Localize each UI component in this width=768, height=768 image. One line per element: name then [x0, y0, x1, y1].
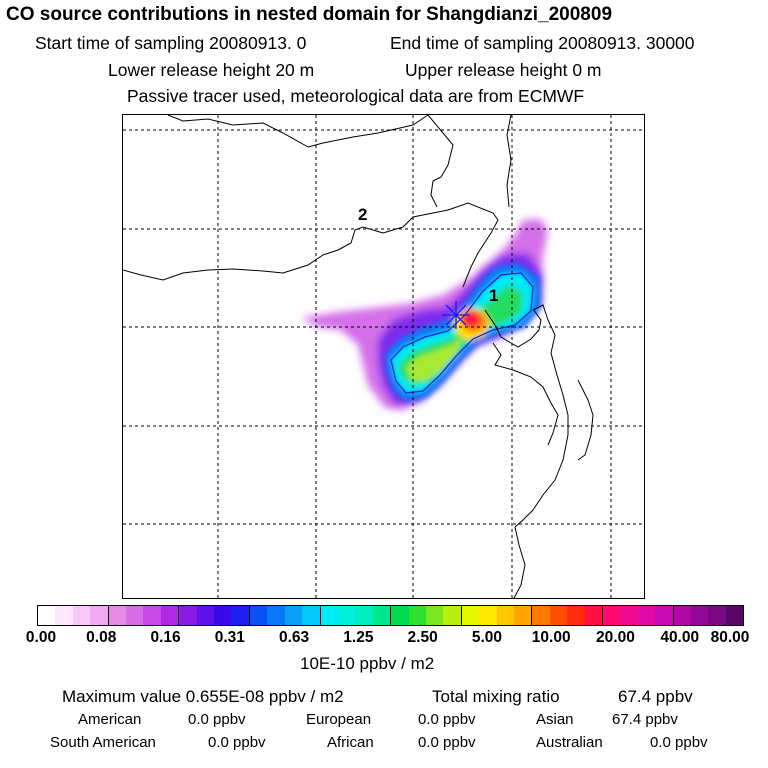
colorbar-cell: [531, 606, 550, 625]
colorbar-cell: [496, 606, 514, 625]
colorbar-cell: [691, 606, 709, 625]
region-label-1: 1: [489, 286, 498, 305]
coastlines: [123, 115, 594, 598]
colorbar-cell: [319, 606, 338, 625]
end-time-label: End time of sampling 20080913. 30000: [390, 33, 695, 53]
border-northern: [167, 115, 429, 148]
colorbar-cell: [655, 606, 673, 625]
colorbar-cell: [479, 606, 497, 625]
colorbar-tick-label: 0.08: [86, 629, 117, 646]
colorbar-tick-label: 1.25: [343, 629, 374, 646]
colorbar-cell: [337, 606, 356, 625]
colorbar-tick-label: 80.00: [710, 629, 750, 646]
region-value-south-american: 0.0 ppbv: [208, 734, 266, 751]
colorbar-cell: [302, 606, 320, 625]
colorbar-unit: 10E-10 ppbv / m2: [300, 654, 435, 673]
border-east: [427, 115, 454, 208]
region-value-australian: 0.0 ppbv: [650, 734, 708, 751]
region-name-american: American: [78, 711, 142, 728]
colorbar-tick-label: 0.00: [25, 629, 57, 646]
colorbar: [37, 605, 744, 626]
receptor-marker: [442, 301, 470, 329]
colorbar-cell: [567, 606, 585, 625]
colorbar-cell: [248, 606, 268, 625]
island-japan: [577, 379, 594, 461]
colorbar-cell: [549, 606, 568, 625]
colorbar-cell: [267, 606, 285, 625]
colorbar-tick-label: 5.00: [471, 629, 502, 646]
colorbar-cell: [90, 606, 108, 625]
map-canvas: 1 2: [123, 115, 644, 598]
colorbar-cell: [513, 606, 532, 625]
colorbar-cell: [55, 606, 73, 625]
region-name-asian: Asian: [536, 711, 574, 728]
tracer-info-label: Passive tracer used, meteorological data…: [127, 86, 585, 106]
coastline-south: [513, 526, 526, 598]
colorbar-cell: [72, 606, 91, 625]
colorbar-cell: [425, 606, 444, 625]
colorbar-tick-label: 0.63: [278, 629, 310, 646]
region-name-australian: Australian: [536, 734, 603, 751]
max-value-label: Maximum value 0.655E-08 ppbv / m2: [62, 687, 344, 706]
region-value-african: 0.0 ppbv: [418, 734, 476, 751]
region-name-south-american: South American: [50, 734, 156, 751]
colorbar-cell: [372, 606, 391, 625]
colorbar-cell: [584, 606, 602, 625]
plume-contour-line: [390, 272, 534, 394]
colorbar-cell: [725, 606, 744, 625]
colorbar-cell: [214, 606, 232, 625]
coastline-peninsula: [492, 342, 559, 446]
colorbar-tick-label: 2.50: [407, 629, 438, 646]
colorbar-cell: [390, 606, 409, 625]
colorbar-tick-label: 0.31: [214, 629, 245, 646]
concentration-plume: [301, 219, 548, 410]
region-label-2: 2: [358, 205, 367, 224]
colorbar-cell: [196, 606, 215, 625]
map-panel: 1 2: [122, 114, 645, 599]
region-value-asian: 67.4 ppbv: [612, 711, 678, 728]
region-name-african: African: [327, 734, 374, 751]
border-northeast: [506, 115, 512, 208]
border-mongolia-china: [123, 202, 499, 288]
colorbar-tick-label: 40.00: [660, 629, 700, 646]
coastline-bohai: [484, 308, 542, 348]
colorbar-tick-label: 10.00: [531, 629, 571, 646]
colorbar-cell: [231, 606, 249, 625]
colorbar-cell: [38, 606, 56, 625]
region-name-european: European: [306, 711, 372, 728]
colorbar-cell: [637, 606, 656, 625]
colorbar-cell: [708, 606, 726, 625]
region-value-american: 0.0 ppbv: [188, 711, 246, 728]
coastline-korea: [514, 304, 569, 528]
start-time-label: Start time of sampling 20080913. 0: [35, 33, 307, 53]
colorbar-cell: [143, 606, 161, 625]
colorbar-cell: [602, 606, 621, 625]
colorbar-cell: [126, 606, 144, 625]
colorbar-cell: [460, 606, 480, 625]
map-grid: [123, 115, 644, 598]
colorbar-cell: [107, 606, 127, 625]
upper-release-label: Upper release height 0 m: [405, 60, 602, 80]
colorbar-tick-label: 20.00: [596, 629, 635, 646]
colorbar-cell: [408, 606, 426, 625]
colorbar-cell: [284, 606, 303, 625]
colorbar-cell: [620, 606, 638, 625]
total-mixing-label: Total mixing ratio: [432, 687, 560, 706]
plot-title: CO source contributions in nested domain…: [6, 4, 613, 25]
plume-lightgreen: [406, 337, 463, 381]
lower-release-label: Lower release height 20 m: [108, 60, 315, 80]
colorbar-cell: [160, 606, 179, 625]
colorbar-cell: [355, 606, 373, 625]
colorbar-tick-label: 0.16: [150, 629, 181, 646]
colorbar-cell: [672, 606, 692, 625]
colorbar-cell: [443, 606, 461, 625]
region-value-european: 0.0 ppbv: [418, 711, 476, 728]
colorbar-cell: [178, 606, 197, 625]
total-mixing-value: 67.4 ppbv: [618, 687, 693, 706]
